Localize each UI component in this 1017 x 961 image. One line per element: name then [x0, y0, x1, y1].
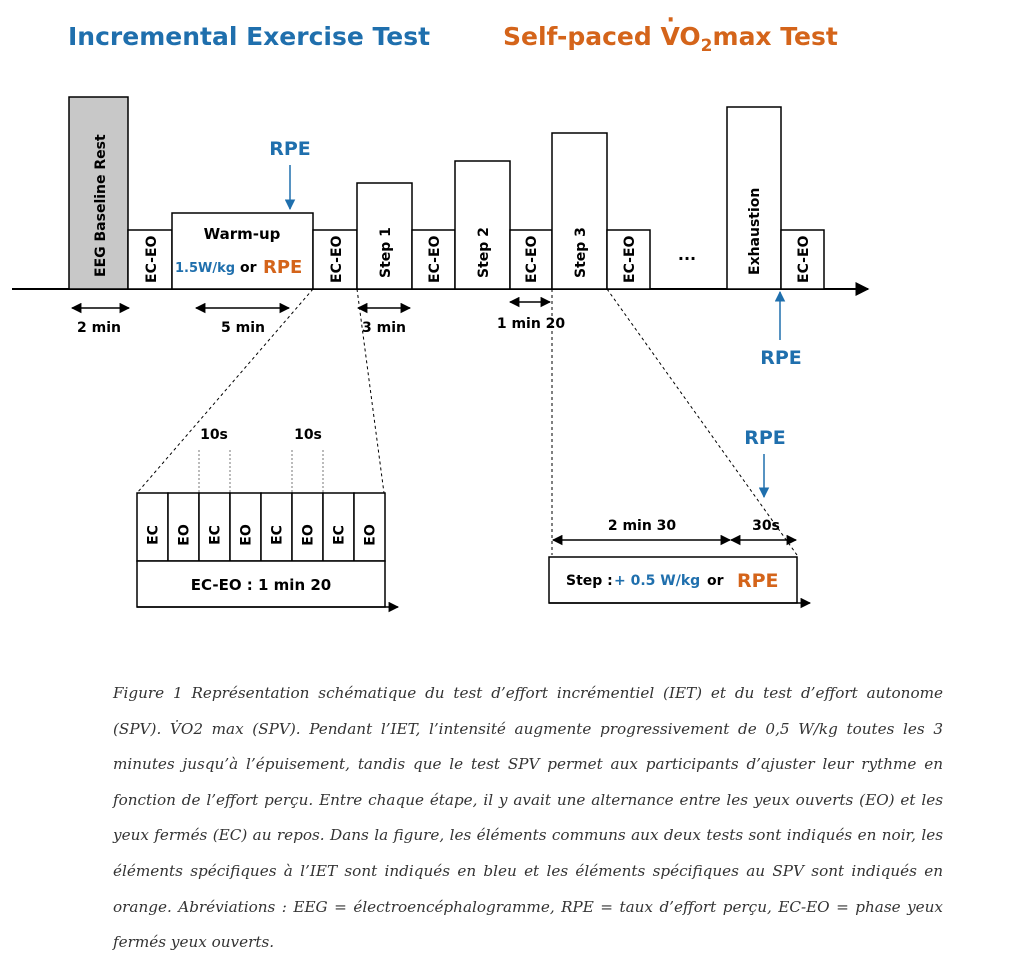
baseline-block: [68, 96, 129, 290]
ec-eo-detail-label: EC-EO : 1 min 20: [191, 576, 331, 594]
step-3-block: [551, 132, 608, 290]
ec-eo-cell-label: EC: [332, 525, 348, 545]
warmup-power: 1.5W/kg: [175, 261, 235, 276]
spv-title-suffix: max Test: [712, 22, 838, 51]
ec-eo-cell-label: EC: [146, 525, 162, 545]
ec-eo-cell: [291, 492, 324, 562]
spv-title-subscript: 2: [700, 36, 713, 56]
ec-eo-label: EC-EO: [796, 235, 812, 283]
step-detail-or: or: [707, 573, 724, 589]
warmup-label: Warm-up: [204, 225, 281, 243]
ec-eo-block: [780, 229, 825, 290]
step-3-label: Step 3: [573, 227, 589, 278]
ec-eo-block: [411, 229, 456, 290]
ec-eo-cell-label: EO: [363, 524, 379, 546]
spv-title-v: V: [660, 22, 679, 51]
ec-eo-cell: [260, 492, 293, 562]
warmup-rpe: RPE: [263, 257, 302, 278]
exhaustion-block: [726, 106, 782, 290]
ec-eo-label: EC-EO: [329, 235, 345, 283]
step-detail-rpe-choice: RPE: [737, 570, 779, 592]
zoom-line: [606, 288, 798, 556]
step-detail-label: Step :: [566, 573, 613, 589]
step-1-block: [356, 182, 413, 290]
warmup-block: [171, 212, 314, 290]
ec-eo-cell: [198, 492, 231, 562]
interval-label: 10s: [200, 427, 228, 443]
interval-label: 10s: [294, 427, 322, 443]
duration-step: 3 min: [362, 320, 406, 336]
ec-eo-detail-bar: [136, 560, 386, 608]
step-detail-increment: + 0.5 W/kg: [614, 573, 700, 589]
ec-eo-cell-label: EC: [208, 525, 224, 545]
step-detail-bar: [548, 556, 798, 604]
ec-eo-cell-label: EO: [239, 524, 255, 546]
iet-title: Incremental Exercise Test: [68, 22, 431, 51]
step-1-label: Step 1: [378, 227, 394, 278]
ec-eo-label: EC-EO: [622, 235, 638, 283]
duration-warmup: 5 min: [221, 320, 265, 336]
spv-title-o: O: [679, 22, 701, 51]
step-2-label: Step 2: [476, 227, 492, 278]
rpe-bottom-label: RPE: [760, 347, 802, 369]
step-2-block: [454, 160, 511, 290]
spv-title-prefix: Self-paced: [503, 22, 661, 51]
protocol-diagram: EEG Baseline Rest EC-EO Warm-up 1.5W/kg …: [12, 96, 870, 613]
ec-eo-label: EC-EO: [144, 235, 160, 283]
zoom-line: [136, 288, 314, 494]
ec-eo-block: [509, 229, 553, 290]
spv-title: Self-paced VO2max Test: [503, 22, 838, 56]
exhaustion-label: Exhaustion: [747, 188, 763, 275]
duration-baseline: 2 min: [77, 320, 121, 336]
ec-eo-block: [312, 229, 358, 290]
continuation-ellipsis: ...: [678, 245, 696, 264]
ec-eo-label: EC-EO: [524, 235, 540, 283]
zoom-line: [356, 288, 385, 494]
figure-caption: Figure 1 Représentation schématique du t…: [113, 684, 943, 952]
step-detail-rpe-label: RPE: [744, 427, 786, 449]
rpe-top-label: RPE: [269, 138, 311, 160]
baseline-label: EEG Baseline Rest: [93, 134, 109, 277]
duration-eceo: 1 min 20: [497, 316, 566, 332]
step-detail-duration-main: 2 min 30: [608, 518, 677, 534]
ec-eo-label: EC-EO: [427, 235, 443, 283]
warmup-or: or: [240, 260, 257, 276]
ec-eo-block: [606, 229, 651, 290]
step-detail-duration-last: 30s: [752, 518, 780, 534]
ec-eo-cells: EC EO EC EO EC EO EC EO: [136, 492, 386, 562]
ec-eo-cell-label: EO: [301, 524, 317, 546]
ec-eo-cell-label: EC: [270, 525, 286, 545]
ec-eo-cell-label: EO: [177, 524, 193, 546]
